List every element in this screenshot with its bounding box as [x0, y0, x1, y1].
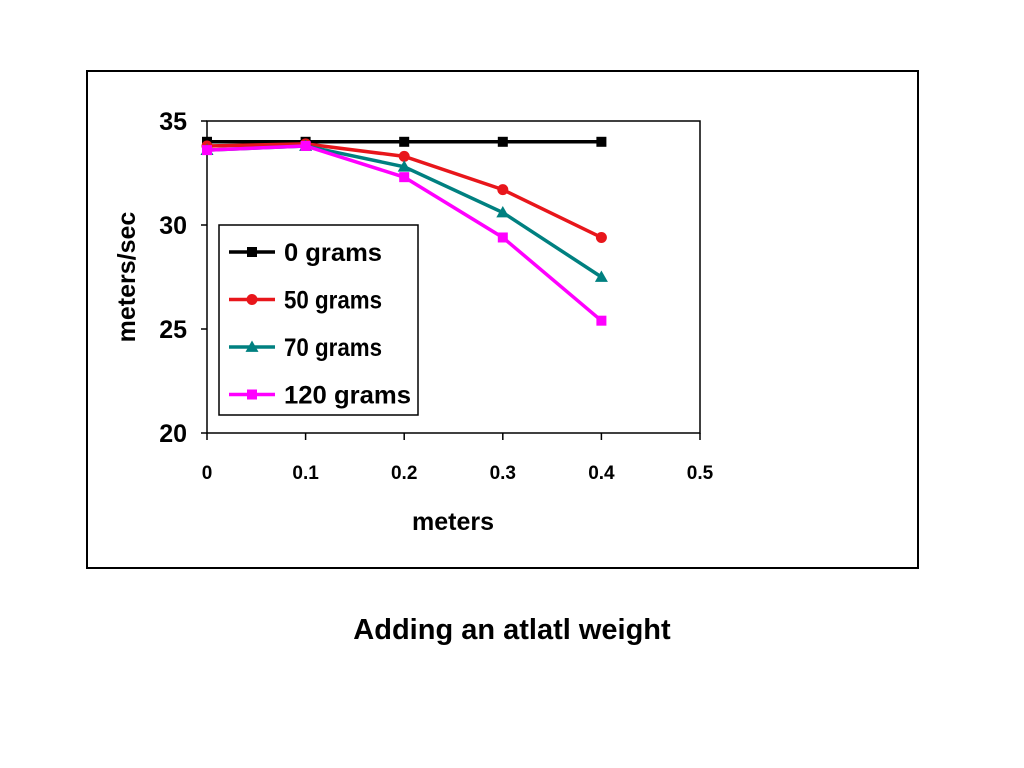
data-point	[202, 145, 212, 156]
chart-caption: Adding an atlatl weight	[353, 614, 671, 646]
x-tick-label: 0.3	[490, 463, 516, 484]
chart-frame	[86, 70, 919, 569]
x-tick-label: 0.4	[588, 463, 615, 484]
legend-label: 50 grams	[284, 287, 382, 315]
data-point	[497, 232, 508, 243]
x-tick-label: 0.2	[391, 463, 417, 484]
data-point	[596, 136, 607, 147]
data-point	[399, 136, 410, 147]
legend-item: 0 grams	[229, 239, 382, 267]
x-axis: 0 0.1 0.2 0.3 0.4 0.5	[202, 433, 714, 484]
legend-item: 70 grams	[229, 334, 382, 362]
series-120-grams	[202, 140, 607, 326]
y-tick-label: 35	[159, 108, 187, 136]
x-tick-label: 0.5	[687, 463, 714, 484]
legend-label: 120 grams	[284, 382, 411, 410]
data-point	[399, 172, 410, 183]
legend: 0 grams 50 grams 70 grams 120 grams	[218, 224, 419, 416]
y-tick-label: 20	[159, 420, 187, 448]
data-point	[397, 160, 411, 172]
data-point	[497, 184, 509, 196]
legend-marker	[245, 340, 259, 352]
series-layer	[200, 136, 608, 326]
data-point	[594, 270, 608, 282]
legend-item: 50 grams	[229, 287, 382, 315]
data-point	[595, 231, 607, 243]
y-axis-label: meters/sec	[113, 212, 141, 343]
legend-marker	[246, 294, 258, 305]
x-tick-label: 0	[202, 463, 213, 484]
data-point	[300, 140, 311, 151]
y-tick-label: 30	[159, 212, 187, 240]
legend-item: 120 grams	[229, 382, 411, 410]
data-point	[398, 150, 410, 162]
y-axis: 20 25 30 35	[159, 108, 207, 448]
data-point	[497, 136, 508, 147]
legend-marker	[247, 247, 257, 257]
y-tick-label: 25	[159, 316, 187, 344]
legend-label: 70 grams	[284, 334, 382, 362]
x-tick-label: 0.1	[292, 463, 319, 484]
legend-marker	[247, 389, 257, 400]
data-point	[496, 206, 510, 218]
x-axis-label: meters	[412, 508, 494, 536]
legend-label: 0 grams	[284, 239, 382, 267]
data-point	[596, 315, 607, 326]
